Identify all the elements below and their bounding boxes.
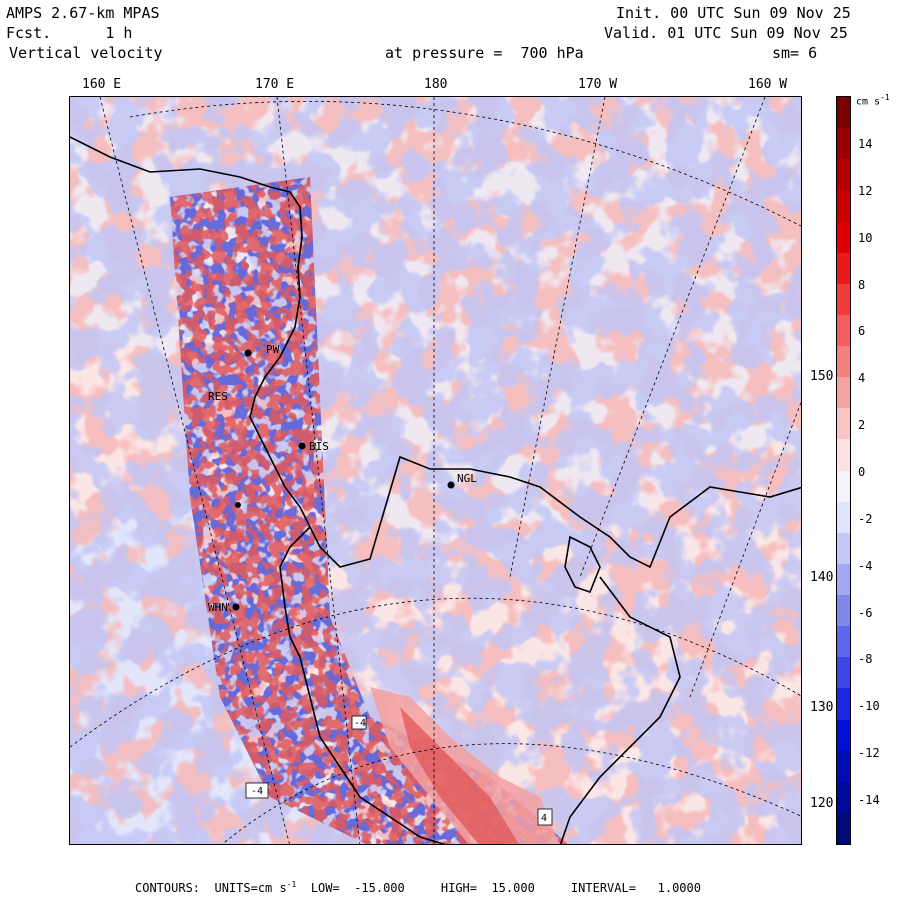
graticule xyxy=(70,97,801,844)
colorbar-tick-label: -2 xyxy=(858,511,873,526)
map-panel: BIS NGL PW WHN RES -4 -4 4 xyxy=(69,96,802,845)
colorbar-segment xyxy=(837,501,850,534)
footer-high: HIGH= 15.000 xyxy=(440,881,535,895)
colorbar-segment xyxy=(837,532,850,565)
colorbar-segment xyxy=(837,346,850,378)
colorbar-unit: cm s-1 xyxy=(856,93,890,108)
colorbar-segment xyxy=(837,595,850,627)
colorbar-tick-label: 2 xyxy=(858,418,866,433)
footer-interval: INTERVAL= 1.0000 xyxy=(570,881,701,895)
colorbar-tick-label: -6 xyxy=(858,605,873,620)
lon-label-180: 180 xyxy=(424,77,448,92)
footer-low: LOW= -15.000 xyxy=(310,881,405,895)
colorbar-segment xyxy=(837,688,850,721)
forecast-hour: Fcst. 1 h xyxy=(6,24,133,42)
footer-contours: CONTOURS: xyxy=(135,881,201,895)
colorbar-tick-label: -4 xyxy=(858,558,873,573)
colorbar-tick-label: 14 xyxy=(858,137,873,151)
colorbar-segment xyxy=(837,626,850,658)
station-marker xyxy=(235,502,241,508)
lon-label-170w: 170 W xyxy=(578,77,618,92)
colorbar-tick-label: 6 xyxy=(858,324,866,339)
colorbar-segment xyxy=(837,159,850,191)
colorbar-tick-label: 8 xyxy=(858,277,866,292)
station-pw-label: PW xyxy=(266,343,280,356)
colorbar-segment xyxy=(837,439,850,472)
colorbar-tick-label: -12 xyxy=(858,746,880,761)
station-whn-marker xyxy=(232,603,240,611)
footer-units-exp: -1 xyxy=(286,880,297,889)
colorbar-segment xyxy=(837,781,850,814)
pressure-level: at pressure = 700 hPa xyxy=(385,44,584,62)
station-ngl-label: NGL xyxy=(457,472,477,485)
model-title: AMPS 2.67-km MPAS xyxy=(6,4,160,22)
colorbar-tick-label: -8 xyxy=(858,652,873,667)
station-res-label: RES xyxy=(208,390,228,403)
station-bis-marker xyxy=(298,442,306,450)
contour-label: -4 xyxy=(354,718,366,729)
red-plume-core xyxy=(400,707,519,844)
stations: BIS NGL PW WHN RES xyxy=(208,343,477,614)
contour-labels: -4 -4 4 xyxy=(245,715,553,826)
init-time: Init. 00 UTC Sun 09 Nov 25 xyxy=(616,4,851,22)
station-bis-label: BIS xyxy=(309,440,329,453)
valid-time: Valid. 01 UTC Sun 09 Nov 25 xyxy=(604,24,848,42)
smoothing-value: sm= 6 xyxy=(772,44,818,62)
colorbar-tick-label: -14 xyxy=(858,793,880,807)
field-name: Vertical velocity xyxy=(9,44,163,62)
colorbar-tick-label: 0 xyxy=(858,465,866,479)
colorbar-segment xyxy=(837,563,850,596)
colorbar-segment xyxy=(837,221,850,254)
colorbar-segment xyxy=(837,750,850,783)
colorbar xyxy=(836,96,851,845)
colorbar-segment xyxy=(837,408,850,440)
colorbar-segment xyxy=(837,314,850,347)
footer-units: UNITS=cm s xyxy=(214,881,287,895)
contour-label: 4 xyxy=(541,813,547,824)
colorbar-segment xyxy=(837,252,850,285)
vertical-velocity-map: BIS NGL PW WHN RES -4 -4 4 xyxy=(70,97,801,844)
coastline xyxy=(70,136,801,844)
colorbar-segment xyxy=(837,719,850,752)
colorbar-segment xyxy=(837,812,850,844)
station-whn-label: WHN xyxy=(208,601,228,614)
lon-label-170e: 170 E xyxy=(255,77,295,92)
colorbar-tick-label: 4 xyxy=(858,371,866,386)
colorbar-segment xyxy=(837,97,850,129)
station-pw-marker xyxy=(244,349,252,357)
colorbar-segment xyxy=(837,283,850,316)
lon-label-160e: 160 E xyxy=(82,77,122,92)
contour-footer: CONTOURS: UNITS=cm s-1 LOW= -15.000 HIGH… xyxy=(135,880,701,895)
station-ngl-marker xyxy=(447,481,455,489)
lon-label-160w: 160 W xyxy=(748,77,788,92)
colorbar-segment xyxy=(837,128,850,160)
contour-label: -4 xyxy=(251,786,263,797)
colorbar-segment xyxy=(837,657,850,689)
colorbar-tick-label: 10 xyxy=(858,230,873,245)
colorbar-segment xyxy=(837,190,850,223)
colorbar-segment xyxy=(837,470,850,503)
colorbar-segment xyxy=(837,377,850,409)
colorbar-tick-label: -10 xyxy=(858,699,880,714)
colorbar-tick-label: 12 xyxy=(858,183,873,198)
